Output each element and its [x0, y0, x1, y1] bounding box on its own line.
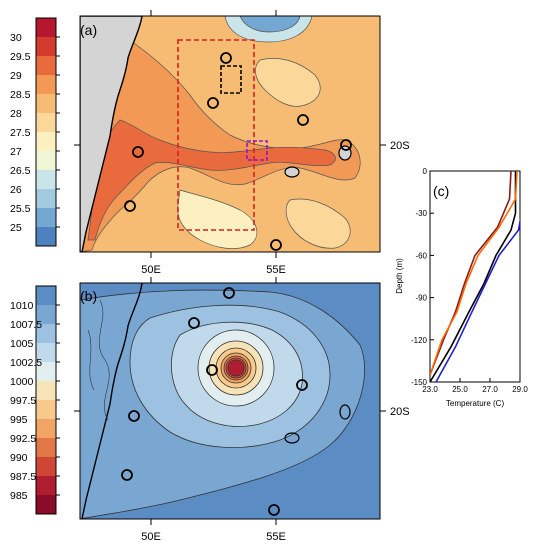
analysis-box-purple — [246, 140, 268, 161]
colorbar-a-swatch — [36, 132, 56, 151]
sst-cool-se — [285, 198, 351, 249]
colorbar-b-swatch — [36, 476, 56, 495]
map-panel-b — [79, 282, 381, 520]
colorbar-a-swatch — [36, 170, 56, 189]
profile-y-tick-label: -90 — [415, 294, 427, 303]
colorbar-a-tick-label: 29 — [10, 70, 22, 82]
colorbar-a-swatch — [36, 189, 56, 208]
profile-x-tick-label: 25.0 — [452, 385, 468, 394]
profile-series-line — [430, 171, 518, 376]
lon-tick-50e-b: 50E — [141, 531, 161, 543]
analysis-box-black — [220, 65, 242, 94]
analysis-box-large — [177, 39, 255, 231]
profile-y-tick-label: 0 — [423, 167, 428, 176]
profile-series-line — [430, 171, 517, 382]
profile-x-ticks: 23.0 25.0 27.0 29.0 — [422, 378, 528, 394]
profile-y-tick-label: -120 — [411, 336, 428, 345]
isobar-985 — [227, 359, 245, 377]
colorbar-b-swatch — [36, 495, 56, 514]
colorbar-a-swatch — [36, 18, 56, 37]
lon-tick-55e-b: 55E — [266, 531, 286, 543]
colorbar-a-tick-label: 25.5 — [10, 203, 31, 215]
colorbar-b-swatch — [36, 457, 56, 476]
colorbar-a-tick-label: 28 — [10, 108, 22, 120]
profile-series-line — [435, 217, 520, 382]
colorbar-b-tick-label: 995 — [10, 414, 28, 426]
track-markers-a — [124, 52, 352, 251]
profile-x-tick-label: 27.0 — [482, 385, 498, 394]
profile-x-axis-title: Temperature (C) — [446, 399, 505, 408]
track-markers-b — [121, 287, 308, 516]
colorbar-b-tick-label: 1002.5 — [10, 357, 42, 369]
island-reunion — [284, 166, 300, 178]
panel-a-label: (a) — [80, 22, 97, 38]
colorbar-b-swatch — [36, 438, 56, 457]
colorbar-a-swatch — [36, 37, 56, 56]
sst-warm-region — [80, 39, 361, 252]
colorbar-b-tick-label: 1010 — [10, 300, 34, 312]
profile-x-tick-label: 29.0 — [512, 385, 528, 394]
profile-y-tick-label: -30 — [415, 209, 427, 218]
colorbar-a-swatch — [36, 208, 56, 227]
map-panel-a — [79, 15, 381, 253]
profile-y-axis-title: Depth (m) — [395, 258, 404, 294]
colorbar-a-swatch — [36, 94, 56, 113]
colorbar-a: 30 29.5 29 28.5 28 27.5 27 26.5 26 25.5 25 — [10, 17, 60, 247]
sst-cool-south — [177, 189, 258, 249]
colorbar-a-tick-label: 30 — [10, 32, 22, 44]
profile-y-ticks: 0 -30 -60 -90 -120 -150 — [411, 167, 434, 387]
colorbar-a-tick-label: 26.5 — [10, 165, 31, 177]
colorbar-b-swatch — [36, 362, 56, 381]
profile-y-tick-label: -60 — [415, 251, 427, 260]
island-mauritius-b — [339, 404, 351, 420]
sst-cool-east — [255, 58, 321, 107]
colorbar-b-tick-label: 1007.5 — [10, 319, 42, 331]
profile-series-line — [430, 171, 512, 376]
colorbar-b-tick-label: 1005 — [10, 338, 34, 350]
colorbar-b-swatch — [36, 343, 56, 362]
colorbar-b-swatch — [36, 381, 56, 400]
colorbar-a-tick-label: 25 — [10, 222, 22, 234]
coast-madagascar-b — [81, 283, 143, 519]
panel-c-label: (c) — [433, 183, 449, 199]
colorbar-a-swatch — [36, 75, 56, 94]
colorbar-b-tick-label: 990 — [10, 452, 28, 464]
colorbar-a-tick-label: 29.5 — [10, 51, 31, 63]
lon-tick-55e-a: 55E — [266, 264, 286, 276]
colorbar-b-swatch — [36, 305, 56, 324]
colorbar-a-swatch — [36, 227, 56, 246]
colorbar-b-tick-label: 997.5 — [10, 395, 36, 407]
colorbar-b: 1010 1007.5 1005 1002.5 1000 997.5 995 992.5 990… — [10, 285, 60, 515]
land-madagascar — [80, 16, 143, 252]
lat-tick-20s-a: 20S — [390, 140, 410, 152]
lat-tick-20s-b: 20S — [390, 406, 410, 418]
island-reunion-b — [284, 432, 300, 444]
axis-ticks-b — [74, 277, 386, 525]
colorbar-a-swatch — [36, 113, 56, 132]
colorbar-b-tick-label: 992.5 — [10, 433, 36, 445]
colorbar-b-tick-label: 1000 — [10, 376, 34, 388]
profile-panel-c — [429, 170, 521, 383]
terrain-contours-b — [87, 299, 110, 421]
profile-x-tick-label: 23.0 — [422, 385, 438, 394]
colorbar-b-swatch — [36, 324, 56, 343]
lon-tick-50e-a: 50E — [141, 264, 161, 276]
axis-ticks-a — [74, 10, 386, 258]
colorbar-a-tick-label: 26 — [10, 184, 22, 196]
profile-y-tick-label: -150 — [411, 378, 428, 387]
colorbar-a-swatch — [36, 151, 56, 170]
colorbar-a-tick-label: 28.5 — [10, 89, 31, 101]
colorbar-a-tick-label: 27 — [10, 146, 22, 158]
colorbar-a-swatch — [36, 56, 56, 75]
colorbar-b-swatch — [36, 286, 56, 305]
colorbar-b-swatch — [36, 419, 56, 438]
colorbar-a-tick-label: 27.5 — [10, 127, 31, 139]
sst-warm-core — [87, 119, 336, 241]
colorbar-b-swatch — [36, 400, 56, 419]
colorbar-b-tick-label: 987.5 — [10, 471, 36, 483]
colorbar-b-tick-label: 985 — [10, 490, 28, 502]
panel-b-label: (b) — [80, 288, 97, 304]
